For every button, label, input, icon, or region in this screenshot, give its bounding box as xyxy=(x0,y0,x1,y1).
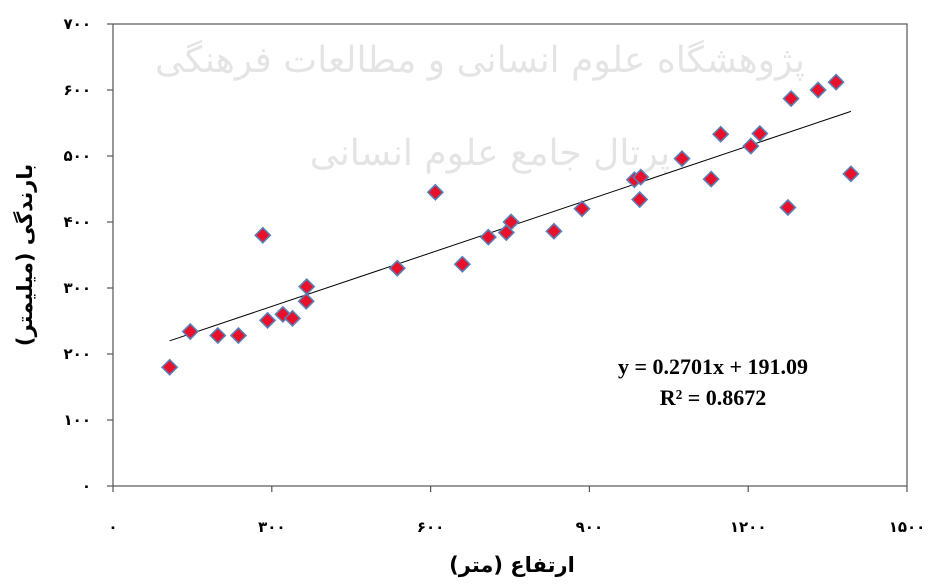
data-point xyxy=(712,125,730,143)
regression-annotation: y = 0.2701x + 191.09 R² = 0.8672 xyxy=(618,354,808,410)
data-point xyxy=(545,222,563,240)
x-tick-label: ۱۵۰۰ xyxy=(889,518,926,536)
data-point xyxy=(751,124,769,143)
data-point xyxy=(827,73,845,91)
y-tick-label: ۳۰۰ xyxy=(64,279,91,297)
x-tick-label: ۶۰۰ xyxy=(417,518,444,536)
data-point xyxy=(502,213,520,231)
axes: ۰ ۳۰۰ ۶۰۰ ۹۰۰ ۱۲۰۰ ۱۵۰۰ ۰ ۱۰۰ ۲۰۰ ۳۰۰ ۴۰۰ ۵۰۰ ۶۰۰ ۷۰۰ xyxy=(64,15,926,536)
data-point xyxy=(809,81,827,99)
y-tick-label: ۴۰۰ xyxy=(64,213,91,231)
data-point xyxy=(573,200,591,218)
data-point xyxy=(229,326,248,345)
x-axis-title: ارتفاع (متر) xyxy=(449,553,575,577)
watermark-line-2: پرتال جامع علوم انسانی xyxy=(310,133,670,174)
watermark: پژوهشگاه علوم انسانی و مطالعات فرهنگی پر… xyxy=(155,39,805,174)
equation-label: y = 0.2701x + 191.09 xyxy=(618,354,808,379)
y-axis-title: بارندگی (میلیمتر) xyxy=(12,164,37,346)
data-point xyxy=(254,226,272,244)
data-point xyxy=(297,292,315,310)
y-tick-label: ۰ xyxy=(82,477,91,495)
data-point xyxy=(388,259,406,277)
data-point xyxy=(209,326,227,345)
data-point xyxy=(742,137,760,155)
data-point xyxy=(479,228,497,246)
y-tick-label: ۲۰۰ xyxy=(64,345,91,363)
data-point xyxy=(702,170,720,188)
plot-area-frame xyxy=(112,23,908,487)
x-tick-label: ۳۰۰ xyxy=(258,518,285,536)
data-point xyxy=(426,183,444,201)
data-point xyxy=(782,89,800,108)
y-tick-label: ۱۰۰ xyxy=(64,411,91,429)
data-point xyxy=(181,322,199,341)
data-point xyxy=(298,278,316,296)
data-point xyxy=(632,168,650,186)
data-point xyxy=(283,309,302,327)
data-point xyxy=(779,198,797,217)
watermark-line-1: پژوهشگاه علوم انسانی و مطالعات فرهنگی xyxy=(155,39,805,81)
data-point xyxy=(161,358,179,376)
x-tick-label: ۰ xyxy=(108,518,117,536)
data-point xyxy=(842,165,860,183)
data-point xyxy=(631,190,649,209)
data-point xyxy=(258,311,277,329)
x-tick-label: ۱۲۰۰ xyxy=(730,518,767,536)
r-squared-label: R² = 0.8672 xyxy=(660,385,767,410)
data-points xyxy=(161,73,860,376)
data-point xyxy=(673,150,691,168)
x-tick-label: ۹۰۰ xyxy=(576,518,603,536)
y-tick-label: ۷۰۰ xyxy=(64,15,91,33)
y-tick-label: ۶۰۰ xyxy=(64,81,91,99)
y-tick-label: ۵۰۰ xyxy=(64,147,91,165)
data-point xyxy=(453,255,471,273)
